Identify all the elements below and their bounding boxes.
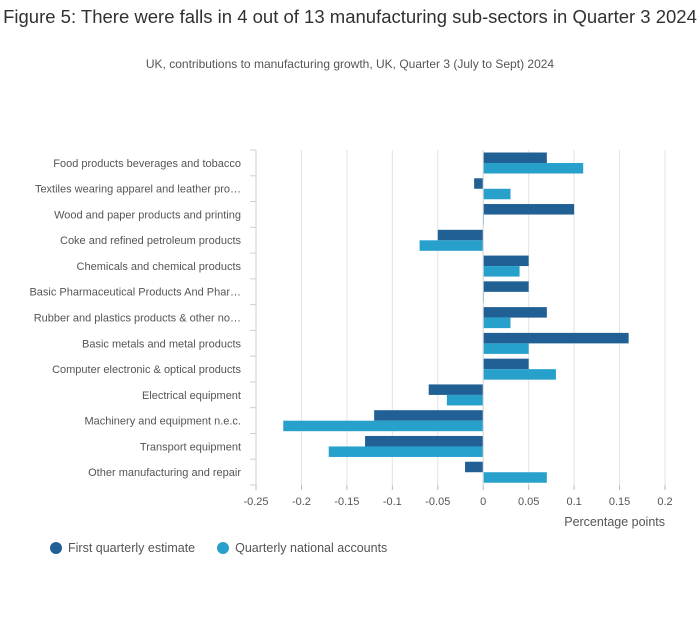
category-label: Wood and paper products and printing bbox=[54, 209, 241, 221]
category-label: Coke and refined petroleum products bbox=[60, 235, 241, 247]
legend-item-national-accounts[interactable]: Quarterly national accounts bbox=[217, 541, 387, 555]
x-tick-label: -0.15 bbox=[334, 496, 359, 508]
legend-swatch-national-accounts bbox=[217, 542, 230, 554]
bar-national-accounts bbox=[483, 266, 520, 277]
legend-item-first-estimate[interactable]: First quarterly estimate bbox=[50, 541, 195, 555]
bar-first-estimate bbox=[483, 332, 629, 344]
category-label: Transport equipment bbox=[140, 441, 241, 453]
category-label: Basic metals and metal products bbox=[82, 338, 241, 350]
bar-national-accounts bbox=[328, 446, 484, 457]
bar-first-estimate bbox=[437, 229, 484, 241]
category-label: Textiles wearing apparel and leather pro… bbox=[35, 184, 241, 196]
bar-national-accounts bbox=[483, 472, 547, 483]
chart-title: Figure 5: There were falls in 4 out of 1… bbox=[3, 6, 697, 27]
legend: First quarterly estimate Quarterly natio… bbox=[50, 541, 387, 555]
category-label: Computer electronic & optical products bbox=[52, 364, 241, 376]
category-label: Rubber and plastics products & other no… bbox=[34, 313, 241, 325]
bar-national-accounts bbox=[483, 369, 556, 380]
x-tick-label: 0.05 bbox=[518, 496, 539, 508]
bar-first-estimate bbox=[374, 410, 484, 421]
bar-national-accounts bbox=[483, 188, 511, 200]
bar-first-estimate bbox=[483, 255, 529, 267]
bar-national-accounts bbox=[419, 240, 484, 251]
bar-first-estimate bbox=[483, 307, 547, 318]
category-label: Other manufacturing and repair bbox=[88, 467, 241, 479]
category-label: Machinery and equipment n.e.c. bbox=[84, 416, 241, 428]
category-label: Food products beverages and tobacco bbox=[53, 158, 241, 170]
bar-first-estimate bbox=[365, 435, 484, 447]
bar-first-estimate bbox=[483, 358, 529, 370]
x-tick-label: -0.25 bbox=[243, 496, 268, 508]
legend-swatch-first-estimate bbox=[50, 542, 62, 554]
bar-first-estimate bbox=[428, 384, 484, 395]
x-tick-label: -0.05 bbox=[425, 496, 450, 508]
bar-first-estimate bbox=[474, 178, 484, 189]
bar-national-accounts bbox=[483, 343, 529, 354]
x-tick-label: 0.15 bbox=[609, 496, 630, 508]
chart-subtitle: UK, contributions to manufacturing growt… bbox=[145, 57, 555, 71]
category-label: Electrical equipment bbox=[142, 390, 241, 402]
bar-national-accounts bbox=[483, 163, 584, 174]
x-tick-label: 0.2 bbox=[657, 496, 672, 508]
x-tick-label: 0.1 bbox=[566, 496, 581, 508]
bar-national-accounts bbox=[283, 420, 484, 432]
legend-label-national-accounts: Quarterly national accounts bbox=[235, 541, 388, 555]
bar-first-estimate bbox=[465, 461, 484, 473]
category-label: Basic Pharmaceutical Products And Phar… bbox=[29, 287, 241, 299]
x-tick-label: -0.1 bbox=[383, 496, 402, 508]
bar-national-accounts bbox=[483, 317, 511, 329]
bar-first-estimate bbox=[483, 281, 529, 292]
legend-label-first-estimate: First quarterly estimate bbox=[68, 541, 196, 555]
bar-first-estimate bbox=[483, 204, 575, 215]
bar-first-estimate bbox=[483, 152, 547, 163]
category-label: Chemicals and chemical products bbox=[77, 261, 242, 273]
x-tick-label: 0 bbox=[480, 496, 486, 508]
x-tick-label: -0.2 bbox=[292, 496, 311, 508]
bar-national-accounts bbox=[446, 394, 484, 406]
x-axis-title: Percentage points bbox=[564, 515, 665, 529]
